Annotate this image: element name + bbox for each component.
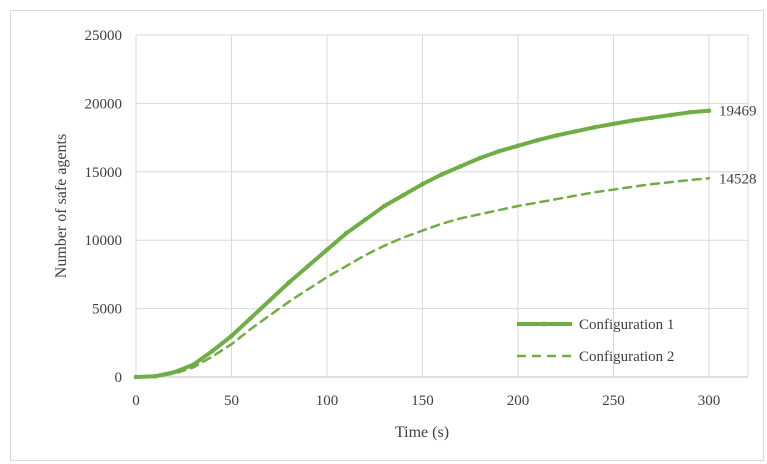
- data-point-configuration-1: [382, 203, 387, 209]
- data-point-configuration-1: [267, 298, 273, 303]
- series-layer: [133, 108, 712, 380]
- data-point-configuration-1: [286, 280, 292, 285]
- data-point-configuration-1: [534, 138, 540, 143]
- x-tick-label: 300: [698, 393, 721, 409]
- x-tick-label: 50: [224, 393, 239, 409]
- data-point-configuration-1: [687, 109, 693, 115]
- data-point-configuration-1: [248, 315, 253, 321]
- data-point-configuration-1: [592, 125, 597, 130]
- data-point-configuration-1: [668, 112, 674, 118]
- end-labels: 19469 14528: [719, 104, 757, 188]
- data-point-configuration-1: [362, 217, 368, 222]
- data-point-configuration-1: [439, 172, 444, 177]
- y-axis-title: Number of safe agents: [53, 134, 70, 278]
- x-axis-title: Time (s): [395, 424, 449, 441]
- data-point-configuration-1: [305, 263, 311, 269]
- data-point-configuration-1: [324, 247, 330, 253]
- x-tick-label: 100: [316, 393, 339, 409]
- x-tick-label: 0: [132, 393, 140, 409]
- data-point-configuration-1: [458, 164, 464, 169]
- data-point-configuration-1: [210, 348, 215, 354]
- y-tick-label: 5000: [92, 302, 122, 318]
- y-tick-label: 25000: [85, 28, 123, 44]
- tick-labels: 0 5000 10000 15000 20000 25000 0 50 100 150 200 250…: [85, 28, 721, 409]
- x-tick-label: 150: [411, 393, 434, 409]
- data-point-configuration-1: [649, 115, 654, 121]
- data-point-configuration-1: [477, 155, 483, 161]
- series-line-configuration-2: [134, 177, 711, 379]
- data-point-configuration-1: [611, 121, 616, 127]
- legend-label-configuration-2: Configuration 2: [579, 349, 674, 365]
- data-point-configuration-1: [573, 129, 578, 134]
- legend-label-configuration-1: Configuration 1: [579, 317, 674, 333]
- x-tick-label: 200: [507, 393, 530, 409]
- y-tick-label: 0: [115, 370, 123, 386]
- data-point-configuration-1: [420, 181, 425, 187]
- data-point-configuration-1: [706, 108, 712, 113]
- end-label-configuration-2: 14528: [719, 171, 757, 187]
- y-tick-label: 20000: [85, 96, 123, 112]
- data-point-configuration-1: [343, 231, 349, 236]
- x-tick-label: 250: [602, 393, 625, 409]
- legend: Configuration 1 Configuration 2: [517, 317, 674, 365]
- data-point-configuration-1: [515, 143, 521, 149]
- data-point-configuration-1: [630, 118, 635, 123]
- data-point-configuration-1: [229, 333, 234, 339]
- data-point-configuration-1: [496, 148, 502, 154]
- end-label-configuration-1: 19469: [719, 104, 757, 120]
- y-tick-label: 10000: [85, 233, 123, 249]
- y-tick-label: 15000: [85, 165, 123, 181]
- data-point-configuration-1: [553, 133, 559, 138]
- data-point-configuration-1: [171, 369, 177, 375]
- legend-marker-configuration-1: [541, 321, 547, 327]
- data-point-configuration-1: [401, 192, 406, 198]
